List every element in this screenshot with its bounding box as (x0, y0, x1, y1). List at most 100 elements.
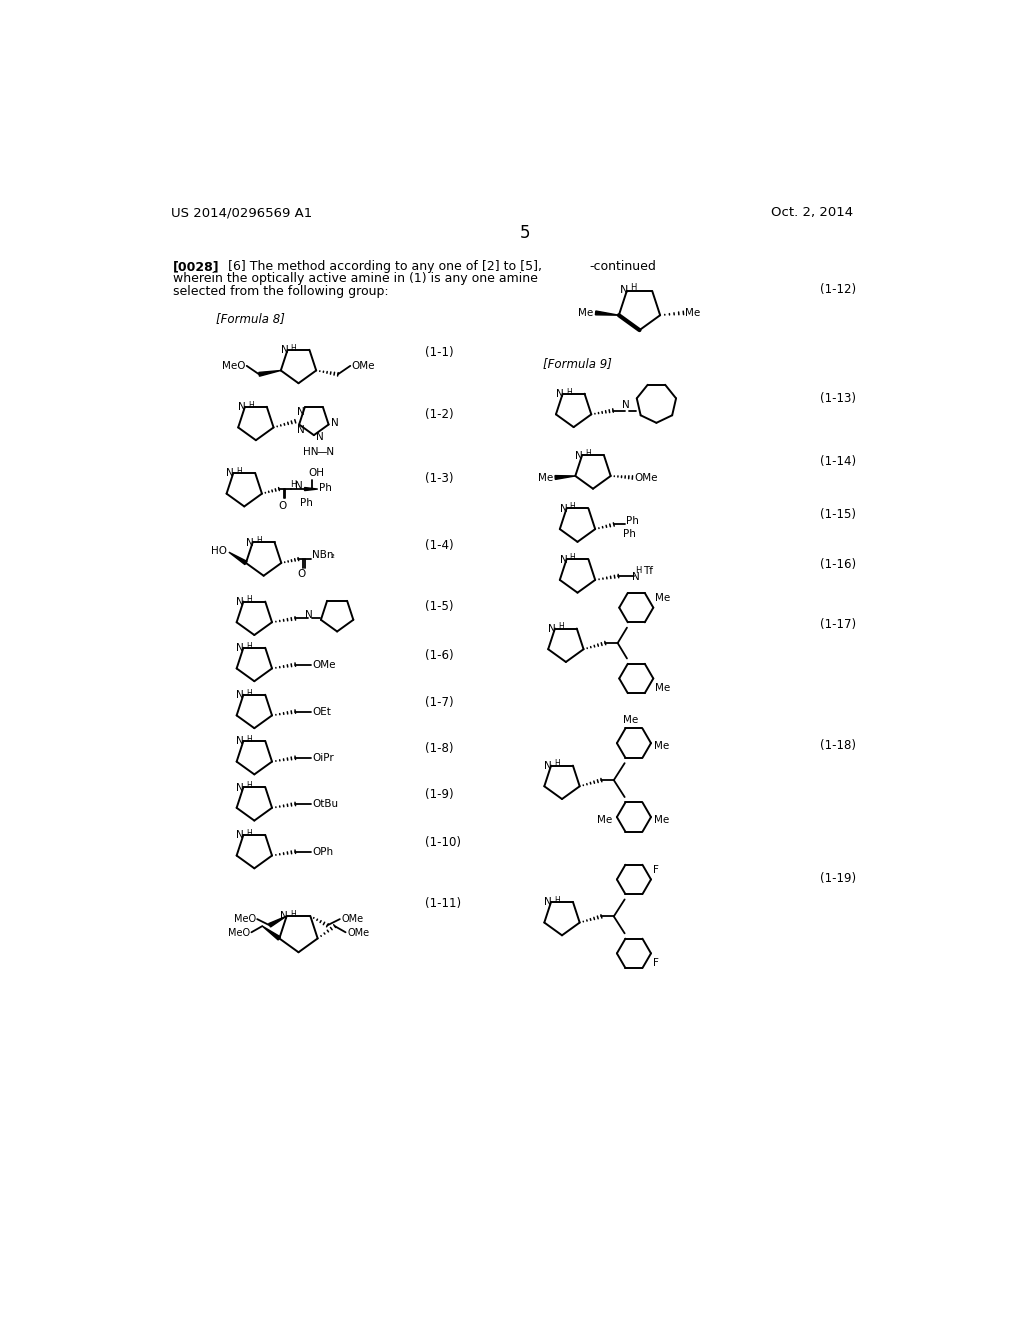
Text: Me: Me (655, 594, 670, 603)
Text: N: N (559, 504, 567, 513)
Text: Me: Me (685, 308, 700, 318)
Text: N: N (237, 783, 244, 792)
Text: Ph: Ph (300, 498, 313, 508)
Text: MeO: MeO (227, 928, 250, 939)
Text: N: N (331, 418, 339, 428)
Text: H: H (585, 449, 591, 458)
Text: OEt: OEt (312, 706, 331, 717)
Text: N: N (238, 403, 246, 412)
Text: H: H (248, 401, 254, 409)
Text: N: N (316, 432, 324, 442)
Text: F: F (652, 957, 658, 968)
Text: O: O (278, 500, 287, 511)
Text: (1-10): (1-10) (425, 836, 461, 849)
Text: (1-12): (1-12) (820, 282, 856, 296)
Text: OMe: OMe (352, 360, 376, 371)
Text: H: H (290, 909, 296, 919)
Text: H: H (569, 553, 575, 562)
Text: (1-5): (1-5) (425, 601, 454, 612)
Polygon shape (304, 487, 317, 491)
Text: Me: Me (624, 714, 639, 725)
Text: H: H (630, 284, 636, 293)
Text: (1-18): (1-18) (820, 739, 856, 751)
Text: OMe: OMe (347, 928, 370, 939)
Text: (1-8): (1-8) (425, 742, 454, 755)
Text: N: N (295, 480, 303, 491)
Text: wherein the optically active amine in (1) is any one amine: wherein the optically active amine in (1… (173, 272, 538, 285)
Text: (1-16): (1-16) (820, 558, 856, 572)
Text: N: N (246, 537, 254, 548)
Text: (1-2): (1-2) (425, 408, 454, 421)
Text: N: N (280, 911, 288, 921)
Text: [Formula 9]: [Formula 9] (543, 358, 611, 370)
Text: N: N (559, 554, 567, 565)
Text: [Formula 8]: [Formula 8] (216, 313, 285, 326)
Text: H: H (569, 503, 575, 511)
Text: (1-15): (1-15) (820, 508, 856, 520)
Text: N: N (556, 389, 563, 399)
Text: N: N (237, 643, 244, 653)
Text: OiPr: OiPr (312, 752, 334, 763)
Text: N: N (237, 830, 244, 841)
Text: Ph: Ph (627, 516, 639, 527)
Text: (1-19): (1-19) (820, 871, 856, 884)
Polygon shape (262, 927, 281, 940)
Text: N: N (281, 346, 289, 355)
Text: H: H (554, 759, 560, 768)
Text: F: F (652, 865, 658, 875)
Text: H: H (247, 829, 252, 838)
Text: (1-7): (1-7) (425, 696, 454, 709)
Text: N: N (226, 469, 234, 478)
Text: MeO: MeO (221, 360, 245, 371)
Text: (1-14): (1-14) (820, 454, 856, 467)
Text: N: N (544, 762, 552, 771)
Text: O: O (297, 569, 305, 579)
Text: Me: Me (655, 682, 670, 693)
Text: Ph: Ph (319, 483, 332, 492)
Text: [0028]: [0028] (173, 260, 219, 273)
Text: Oct. 2, 2014: Oct. 2, 2014 (771, 206, 853, 219)
Text: N: N (622, 400, 630, 411)
Text: N: N (237, 690, 244, 700)
Text: MeO: MeO (233, 915, 256, 924)
Text: (1-4): (1-4) (425, 539, 454, 552)
Text: H: H (291, 343, 296, 352)
Text: Tf: Tf (643, 566, 653, 576)
Text: N: N (632, 572, 639, 582)
Text: OMe: OMe (312, 660, 336, 669)
Polygon shape (268, 916, 287, 927)
Text: H: H (566, 388, 571, 396)
Polygon shape (259, 371, 281, 376)
Text: US 2014/0296569 A1: US 2014/0296569 A1 (171, 206, 312, 219)
Text: H: H (247, 642, 252, 651)
Text: Me: Me (539, 474, 554, 483)
Text: Me: Me (654, 816, 670, 825)
Text: H: H (247, 735, 252, 743)
Text: N: N (544, 898, 552, 907)
Text: OMe: OMe (634, 474, 657, 483)
Text: (1-9): (1-9) (425, 788, 454, 801)
Text: —N: —N (316, 446, 334, 457)
Polygon shape (229, 552, 247, 565)
Text: HO: HO (211, 545, 227, 556)
Text: H: H (290, 480, 296, 488)
Text: (1-3): (1-3) (425, 473, 454, 486)
Text: H: H (558, 623, 564, 631)
Text: NBn: NBn (312, 550, 334, 560)
Text: N: N (575, 450, 583, 461)
Text: (1-1): (1-1) (425, 346, 454, 359)
Text: N: N (297, 425, 304, 434)
Text: H: H (247, 689, 252, 697)
Text: Ph: Ph (623, 529, 636, 539)
Text: H: H (237, 467, 242, 475)
Polygon shape (595, 312, 618, 315)
Text: N: N (620, 285, 628, 294)
Text: (1-6): (1-6) (425, 648, 454, 661)
Text: (1-17): (1-17) (820, 618, 856, 631)
Text: (1-13): (1-13) (820, 392, 856, 405)
Text: -continued: -continued (589, 260, 656, 273)
Text: Me: Me (654, 742, 670, 751)
Text: N: N (548, 624, 556, 634)
Text: N: N (237, 737, 244, 746)
Text: [6] The method according to any one of [2] to [5],: [6] The method according to any one of [… (216, 260, 542, 273)
